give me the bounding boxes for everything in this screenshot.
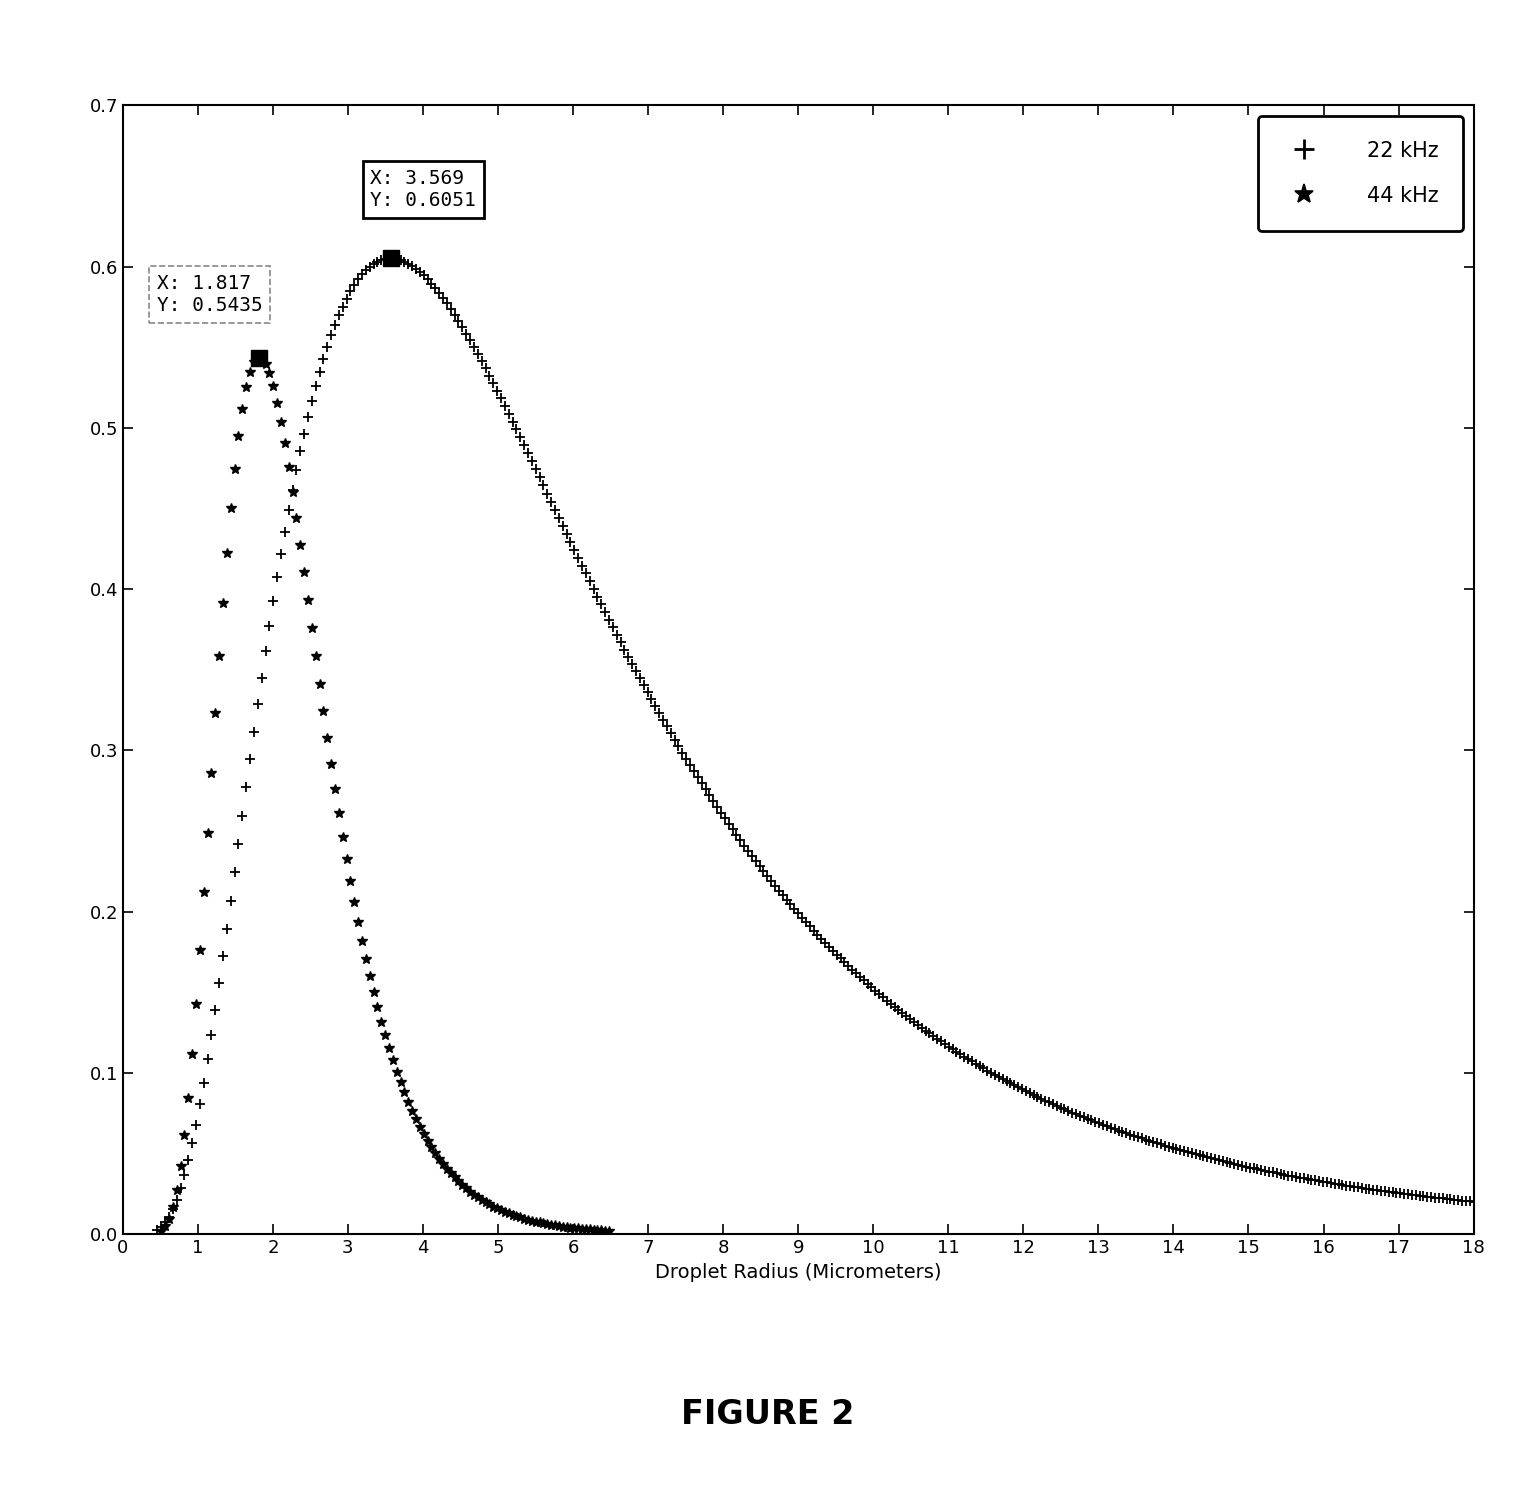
22 kHz [569,549,588,567]
Line: 22 kHz: 22 kHz [152,253,1478,1234]
44 kHz [152,1222,170,1240]
Line: 44 kHz: 44 kHz [157,354,614,1236]
22 kHz [287,461,305,479]
44 kHz [276,435,295,453]
Text: FIGURE 2: FIGURE 2 [682,1398,853,1431]
44 kHz [244,354,262,372]
44 kHz [259,364,278,382]
44 kHz [249,349,267,367]
22 kHz [1306,1171,1325,1189]
22 kHz [292,442,310,461]
X-axis label: Droplet Radius (Micrometers): Droplet Radius (Micrometers) [655,1263,941,1282]
22 kHz [1464,1192,1483,1210]
22 kHz [391,251,410,269]
44 kHz [236,378,255,396]
Legend: 22 kHz, 44 kHz: 22 kHz, 44 kHz [1259,116,1463,230]
Text: X: 1.817
Y: 0.5435: X: 1.817 Y: 0.5435 [157,274,262,315]
44 kHz [356,950,375,968]
Text: X: 3.569
Y: 0.6051: X: 3.569 Y: 0.6051 [370,169,476,211]
22 kHz [149,1221,167,1239]
22 kHz [295,424,313,442]
22 kHz [379,250,398,268]
44 kHz [600,1222,619,1240]
44 kHz [573,1219,591,1237]
